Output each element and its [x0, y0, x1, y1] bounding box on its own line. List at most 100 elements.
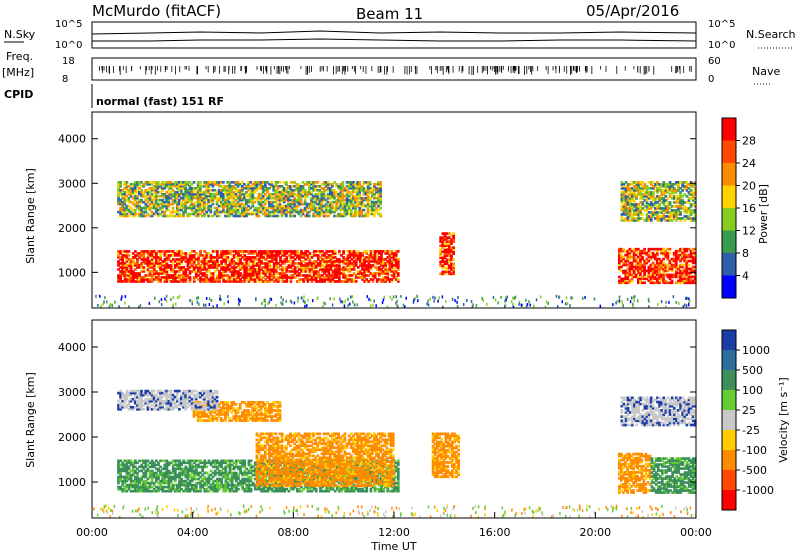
data-cell [125, 473, 129, 477]
data-cell [333, 190, 336, 194]
data-cell [184, 252, 188, 255]
data-cell [136, 481, 139, 485]
data-cell [140, 479, 144, 483]
data-cell [323, 252, 327, 255]
data-cell [220, 272, 223, 275]
data-cell [272, 256, 276, 259]
speckle [109, 303, 112, 307]
data-cell [394, 278, 398, 281]
data-cell [186, 260, 190, 263]
data-cell [384, 262, 388, 265]
data-cell [679, 247, 682, 251]
data-cell [232, 202, 236, 206]
data-cell [154, 202, 158, 206]
data-cell [121, 487, 125, 491]
data-cell [192, 196, 196, 200]
data-cell [213, 192, 217, 196]
data-cell [148, 204, 152, 208]
data-cell [626, 251, 630, 255]
data-cell [664, 267, 668, 271]
data-cell [291, 252, 295, 255]
data-cell [152, 198, 156, 202]
data-cell [161, 200, 164, 204]
data-cell [241, 262, 244, 265]
data-cell [641, 193, 645, 196]
data-cell [167, 208, 171, 212]
data-cell [243, 274, 247, 277]
data-patch [617, 247, 697, 285]
data-cell [283, 274, 287, 277]
data-cell [169, 185, 173, 188]
data-cell [287, 264, 291, 267]
data-cell [289, 194, 292, 198]
data-cell [360, 186, 364, 190]
data-cell [662, 193, 666, 196]
data-cell [282, 208, 286, 212]
data-cell [352, 268, 356, 271]
data-cell [306, 274, 310, 277]
data-cell [651, 185, 655, 188]
colorbar-tick-label: 16 [742, 202, 756, 215]
data-cell [211, 266, 215, 269]
data-cell [649, 265, 653, 269]
data-cell [331, 272, 335, 275]
data-cell [639, 213, 643, 216]
data-cell [278, 185, 282, 188]
data-cell [452, 236, 455, 239]
data-cell [306, 268, 310, 271]
data-cell [308, 268, 312, 271]
data-cell [681, 203, 685, 206]
data-cell [341, 186, 345, 190]
data-cell [677, 217, 680, 220]
data-cell [226, 274, 230, 277]
data-cell [220, 274, 223, 277]
data-cell [276, 196, 280, 200]
data-cell [222, 270, 226, 273]
data-cell [243, 208, 246, 212]
data-cell [683, 253, 687, 257]
data-cell [363, 256, 366, 259]
data-cell [369, 250, 373, 253]
data-cell [232, 192, 236, 196]
data-cell [150, 206, 154, 210]
data-cell [167, 194, 171, 198]
data-cell [380, 268, 383, 271]
data-cell [339, 196, 343, 200]
data-cell [142, 268, 146, 271]
data-cell [241, 274, 244, 277]
data-cell [144, 260, 148, 263]
data-cell [279, 274, 282, 277]
data-cell [247, 272, 251, 275]
data-cell [140, 459, 144, 463]
data-cell [651, 205, 655, 208]
nsearch-label: N.Search [746, 28, 796, 41]
data-cell [148, 264, 152, 267]
data-cell [207, 198, 211, 202]
data-cell [632, 247, 636, 251]
data-cell [647, 187, 651, 190]
data-cell [182, 268, 186, 271]
data-cell [367, 254, 371, 257]
data-cell [363, 274, 366, 277]
data-cell [258, 256, 261, 259]
data-cell [338, 268, 341, 271]
data-cell [335, 272, 339, 275]
speckle [457, 296, 459, 300]
data-cell [121, 214, 125, 218]
data-cell [373, 260, 377, 263]
data-cell [344, 278, 348, 281]
data-cell [622, 205, 626, 208]
data-cell [266, 252, 270, 255]
data-cell [234, 272, 238, 275]
data-cell [314, 206, 318, 210]
data-cell [655, 267, 659, 271]
data-cell [670, 259, 674, 263]
data-cell [649, 211, 653, 214]
data-cell [689, 269, 693, 273]
data-cell [626, 275, 630, 279]
data-cell [363, 280, 366, 283]
data-cell [356, 204, 359, 208]
data-cell [291, 190, 294, 194]
data-cell [125, 186, 129, 190]
data-cell [243, 256, 247, 259]
